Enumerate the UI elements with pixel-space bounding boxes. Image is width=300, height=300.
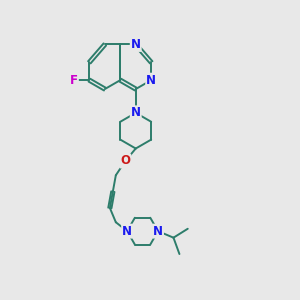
- Text: N: N: [131, 38, 141, 51]
- Text: N: N: [122, 225, 132, 238]
- Text: N: N: [153, 225, 163, 238]
- Text: N: N: [146, 74, 156, 87]
- Text: F: F: [70, 74, 78, 87]
- Text: O: O: [120, 154, 130, 167]
- Text: N: N: [131, 106, 141, 119]
